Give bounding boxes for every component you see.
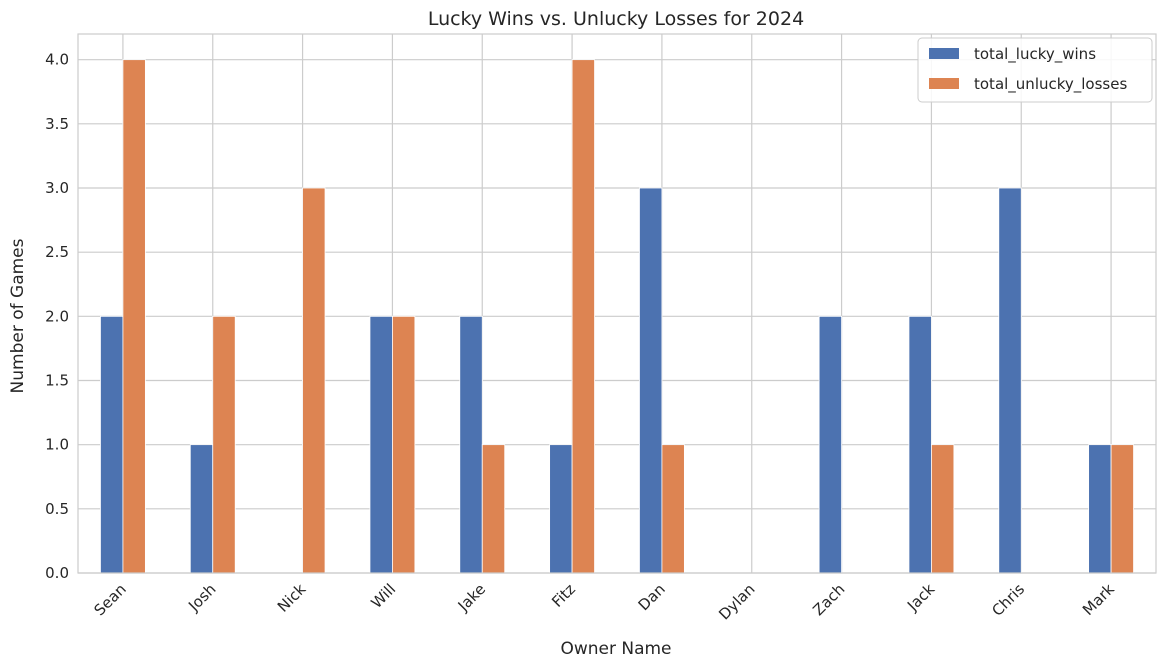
y-tick-label: 0.0 — [45, 564, 69, 582]
bar-total-unlucky-losses-mark — [1110, 444, 1134, 574]
bar-total-lucky-wins-jack — [908, 315, 932, 574]
x-tick-label: Jake — [454, 580, 489, 615]
x-tick-label: Nick — [274, 580, 310, 616]
bar-total-unlucky-losses-nick — [302, 187, 326, 574]
chart-title: Lucky Wins vs. Unlucky Losses for 2024 — [428, 8, 804, 30]
y-tick-label: 2.5 — [45, 243, 69, 261]
x-tick-label: Sean — [91, 580, 130, 619]
bar-total-lucky-wins-jake — [459, 315, 483, 574]
x-tick-label: Fitz — [548, 580, 579, 611]
x-tick-label: Josh — [184, 580, 219, 615]
legend-label-lucky-wins: total_lucky_wins — [974, 45, 1096, 64]
plot-frame — [77, 33, 1157, 574]
bar-total-unlucky-losses-fitz — [571, 59, 595, 574]
bar-total-lucky-wins-chris — [998, 187, 1022, 574]
bar-total-lucky-wins-will — [369, 315, 393, 574]
bar-total-lucky-wins-dan — [639, 187, 663, 574]
x-tick-label: Dan — [635, 580, 669, 614]
bar-total-unlucky-losses-jack — [931, 444, 955, 574]
x-tick-label: Dylan — [715, 580, 758, 623]
y-tick-label: 3.0 — [45, 179, 69, 197]
legend-swatch-lucky-wins — [929, 48, 959, 59]
y-tick-label: 2.0 — [45, 307, 69, 325]
x-axis-label: Owner Name — [560, 639, 671, 659]
legend-swatch-unlucky-losses — [929, 78, 959, 89]
bar-total-lucky-wins-zach — [818, 315, 842, 574]
y-tick-label: 1.5 — [45, 372, 69, 390]
bar-total-unlucky-losses-josh — [212, 315, 236, 574]
y-tick-labels: 0.0 0.5 1.0 1.5 2.0 2.5 3.0 3.5 4.0 — [45, 51, 69, 582]
y-tick-label: 3.5 — [45, 115, 69, 133]
x-tick-label: Chris — [988, 580, 1028, 620]
x-tick-labels: Sean Josh Nick Will Jake Fitz Dan Dylan Zach Jack… — [91, 580, 1119, 624]
x-tick-label: Zach — [809, 580, 848, 619]
bar-total-lucky-wins-sean — [100, 315, 124, 574]
legend-box — [917, 37, 1153, 103]
y-tick-label: 0.5 — [45, 500, 69, 518]
bar-total-unlucky-losses-sean — [122, 59, 146, 574]
y-tick-label: 1.0 — [45, 436, 69, 454]
bar-total-unlucky-losses-dan — [661, 444, 685, 574]
bar-total-lucky-wins-mark — [1088, 444, 1112, 574]
bar-total-unlucky-losses-will — [392, 315, 416, 574]
x-tick-label: Mark — [1079, 580, 1118, 619]
y-tick-label: 4.0 — [45, 51, 69, 69]
x-tick-label: Jack — [903, 580, 938, 615]
y-axis-label: Number of Games — [8, 238, 28, 393]
bar-total-lucky-wins-fitz — [549, 444, 573, 574]
legend-label-unlucky-losses: total_unlucky_losses — [974, 75, 1127, 94]
x-tick-label: Will — [367, 580, 399, 612]
grid-lines — [78, 34, 1156, 574]
legend: total_lucky_wins total_unlucky_losses — [917, 37, 1153, 103]
bar-total-unlucky-losses-jake — [481, 444, 506, 574]
bars — [100, 59, 1134, 574]
bar-total-lucky-wins-josh — [189, 444, 214, 574]
